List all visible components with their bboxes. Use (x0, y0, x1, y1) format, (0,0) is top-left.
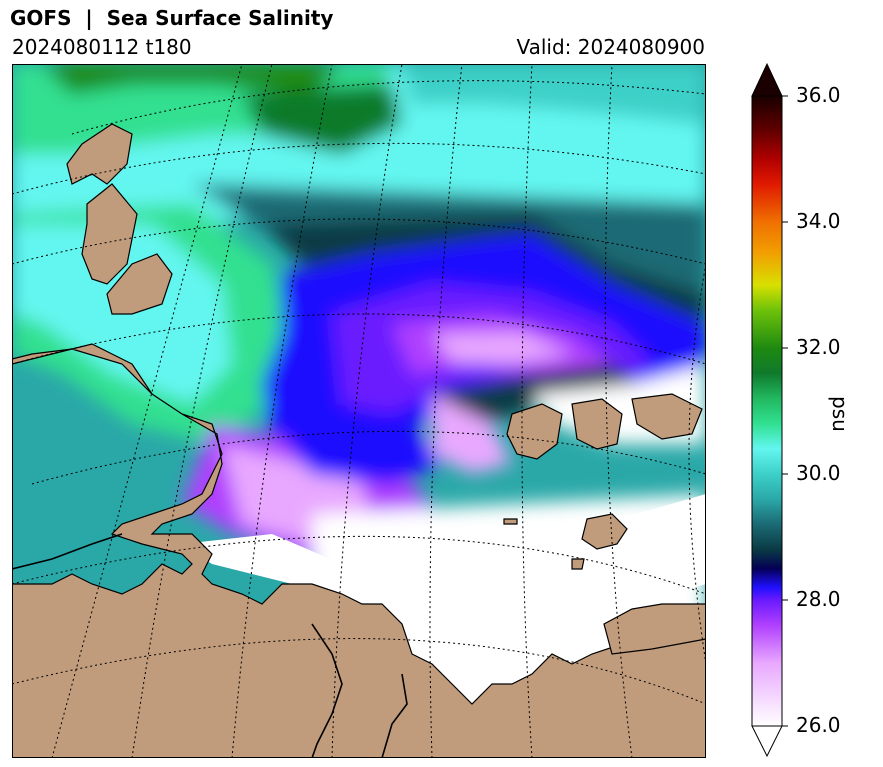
rivers (12, 533, 408, 758)
colorbar-extend-min (751, 725, 783, 758)
run-label: 2024080112 t180 (12, 35, 192, 59)
colorbar-tick-label: 28.0 (796, 587, 841, 611)
map-frame (12, 64, 706, 758)
colorbar-units: psu (828, 396, 852, 432)
land (12, 123, 706, 758)
colorbar-tick-label: 26.0 (796, 713, 841, 737)
fresh-water-zone (182, 494, 706, 704)
salinity-map (12, 64, 706, 758)
colorbar-tick-label: 36.0 (796, 83, 841, 107)
colorbar-gradient (751, 95, 783, 727)
colorbar (751, 62, 788, 758)
colorbar-extend-max (751, 62, 783, 97)
colorbar-ticks (782, 95, 788, 727)
colorbar-tick-label: 34.0 (796, 209, 841, 233)
plot-title: GOFS | Sea Surface Salinity (10, 6, 334, 30)
colorbar-tick-label: 32.0 (796, 335, 841, 359)
graticule (12, 64, 706, 758)
valid-time-label: Valid: 2024080900 (516, 35, 705, 59)
colorbar-tick-label: 30.0 (796, 461, 841, 485)
